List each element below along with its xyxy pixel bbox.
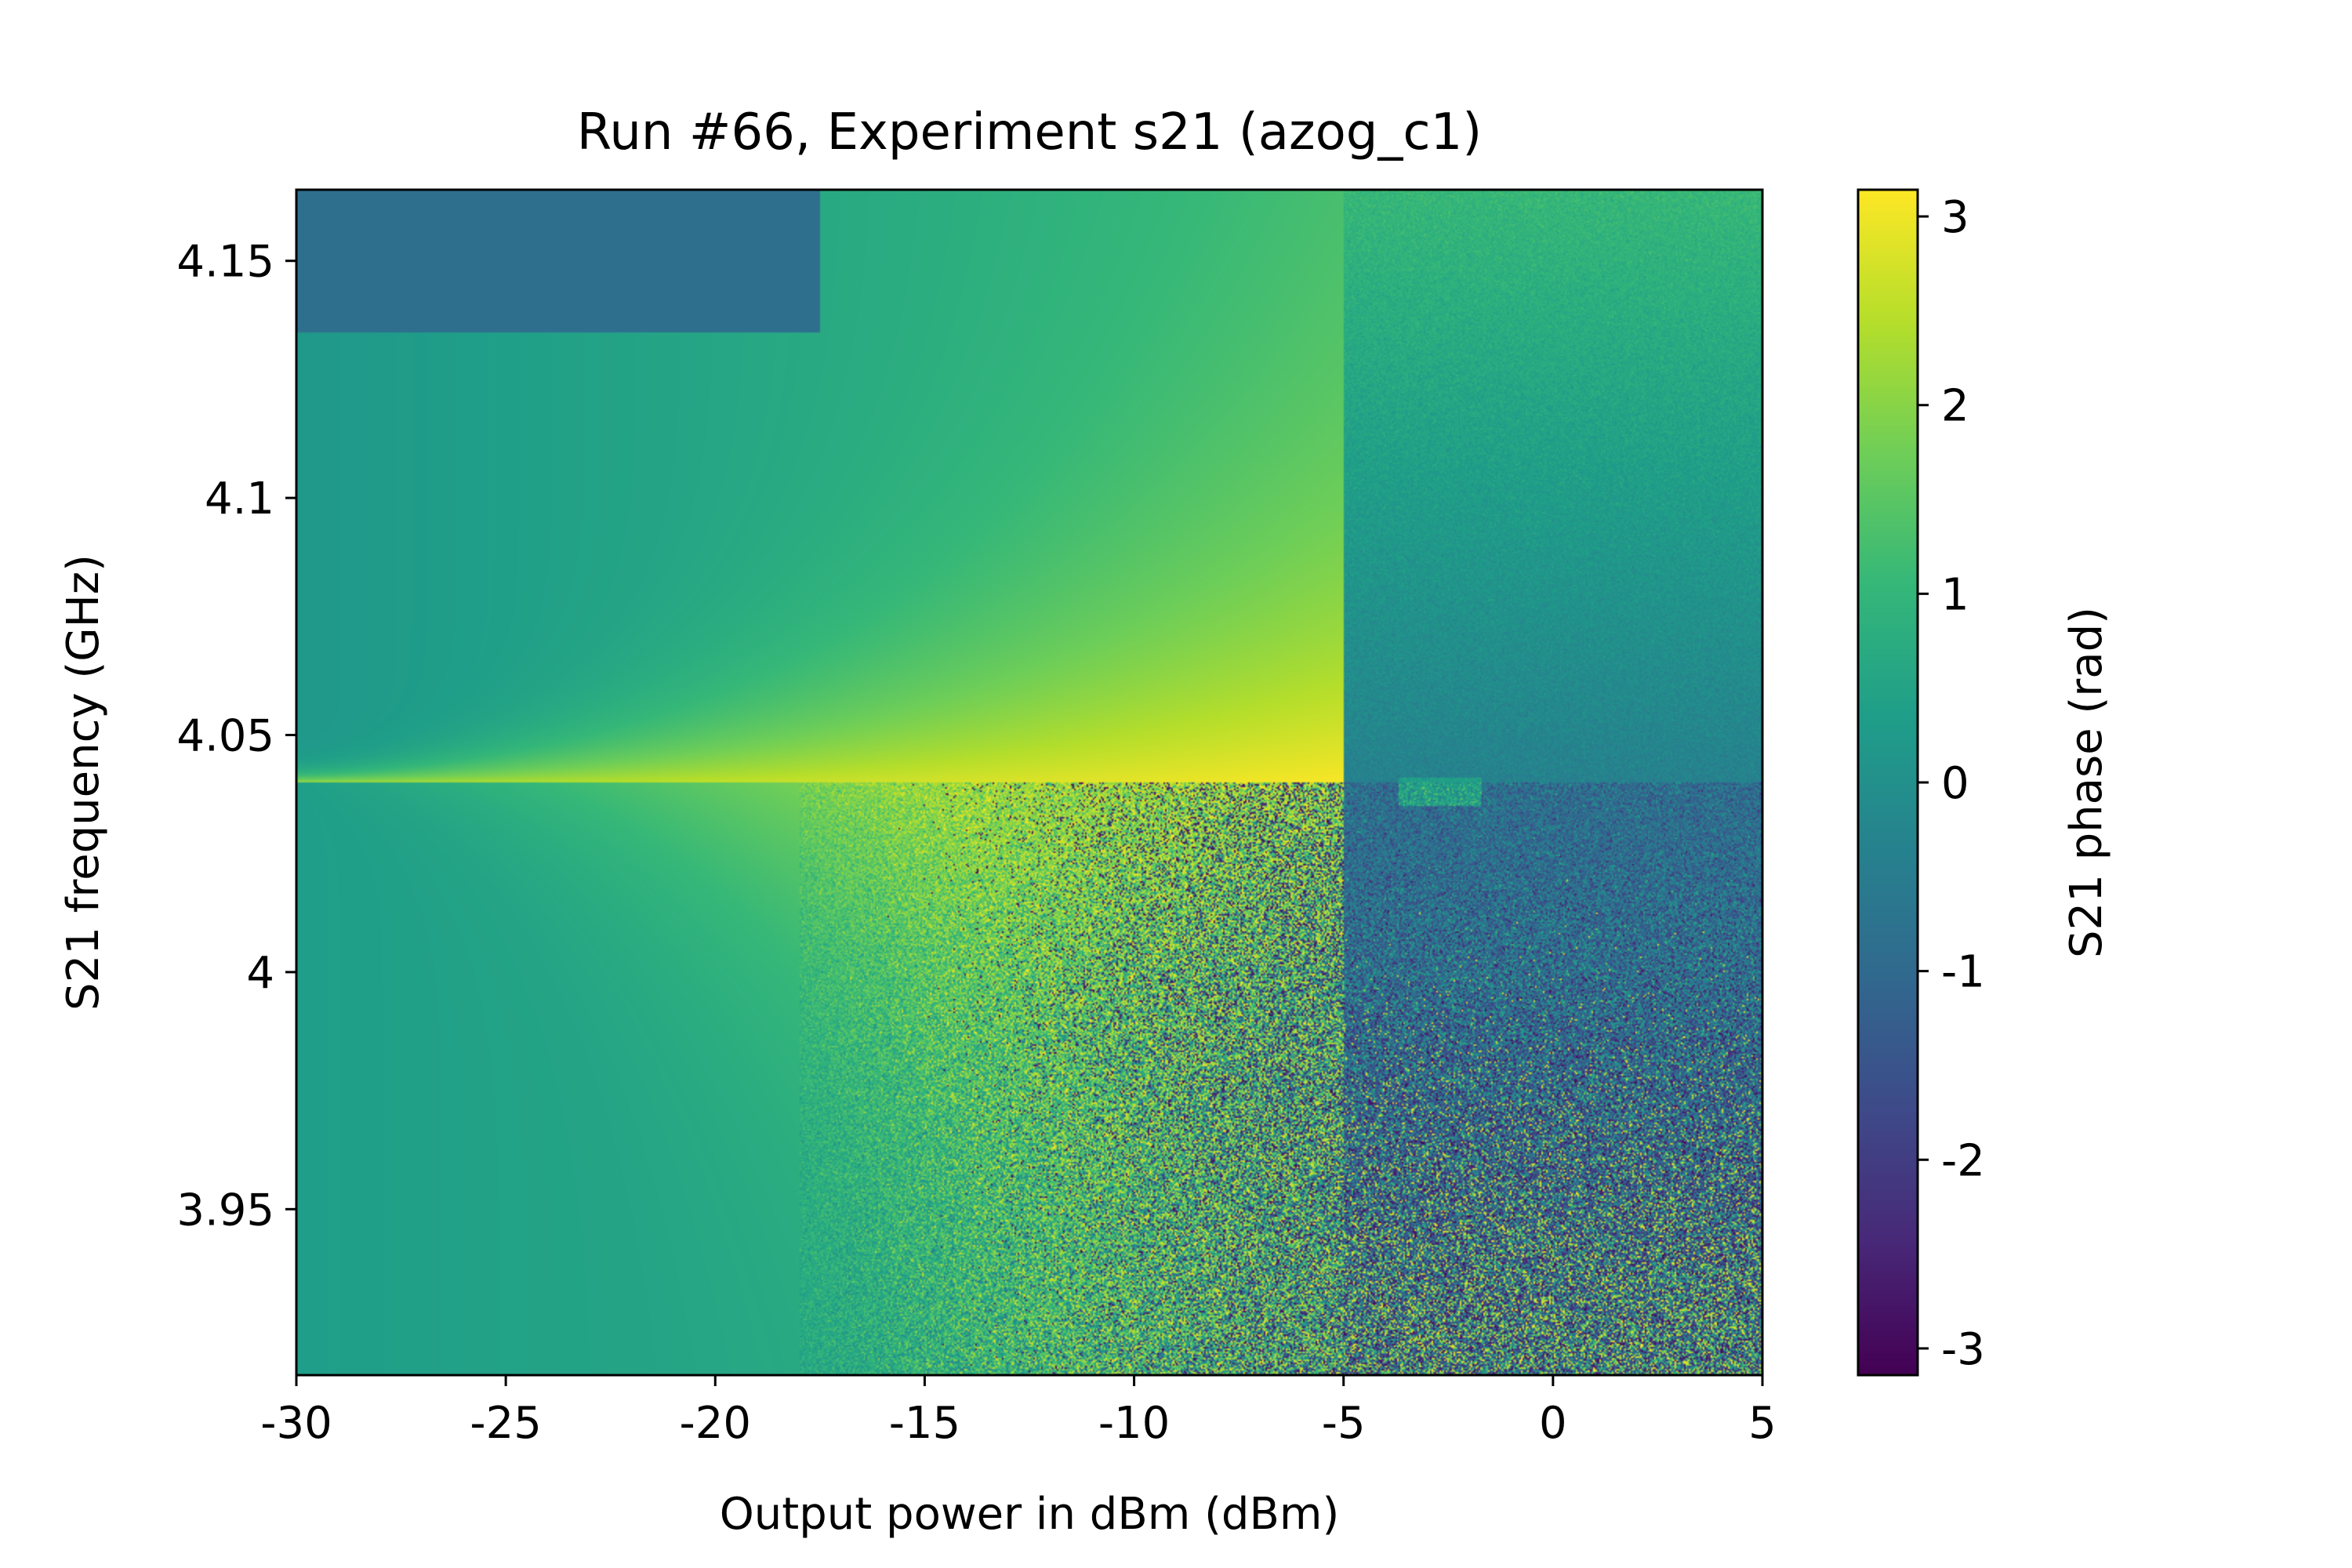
y-tick-label: 3.95: [176, 1185, 274, 1236]
colorbar-tick-label: 2: [1941, 381, 1969, 432]
x-tick-label: -25: [470, 1398, 541, 1449]
y-axis-ticks: 3.95 4 4.05 4.1 4.15: [176, 237, 296, 1236]
plot-frame: [295, 188, 1764, 1377]
y-tick-label: 4.05: [176, 711, 274, 762]
x-tick-label: 0: [1539, 1398, 1567, 1449]
x-tick-label: -15: [889, 1398, 960, 1449]
x-tick-label: -20: [680, 1398, 751, 1449]
x-axis-label: Output power in dBm (dBm): [720, 1489, 1340, 1540]
y-axis-label: S21 frequency (GHz): [58, 554, 109, 1011]
y-tick-label: 4.15: [176, 237, 274, 288]
colorbar-ticks: -3 -2 -1 0 1 2 3: [1918, 192, 1985, 1375]
colorbar-tick-label: 3: [1941, 192, 1969, 243]
colorbar-gradient: [1858, 190, 1918, 1375]
colorbar-label: S21 phase (rad): [2061, 607, 2112, 958]
chart-title: Run #66, Experiment s21 (azog_c1): [577, 103, 1483, 162]
x-tick-label: -10: [1098, 1398, 1170, 1449]
x-tick-label: -30: [260, 1398, 332, 1449]
x-tick-label: 5: [1748, 1398, 1777, 1449]
heatmap-image: [296, 190, 1762, 1375]
colorbar-tick-label: -1: [1941, 947, 1985, 998]
colorbar-tick-label: -2: [1941, 1135, 1985, 1186]
y-tick-label: 4.1: [205, 474, 274, 524]
colorbar-tick-label: 0: [1941, 758, 1969, 809]
x-tick-label: -5: [1322, 1398, 1366, 1449]
colorbar-tick-label: -3: [1941, 1324, 1985, 1375]
colorbar-tick-label: 1: [1941, 569, 1969, 620]
y-tick-label: 4: [246, 948, 274, 999]
x-axis-ticks: -30 -25 -20 -15 -10 -5 0 5: [260, 1375, 1777, 1449]
colorbar-frame: [1857, 188, 1919, 1377]
